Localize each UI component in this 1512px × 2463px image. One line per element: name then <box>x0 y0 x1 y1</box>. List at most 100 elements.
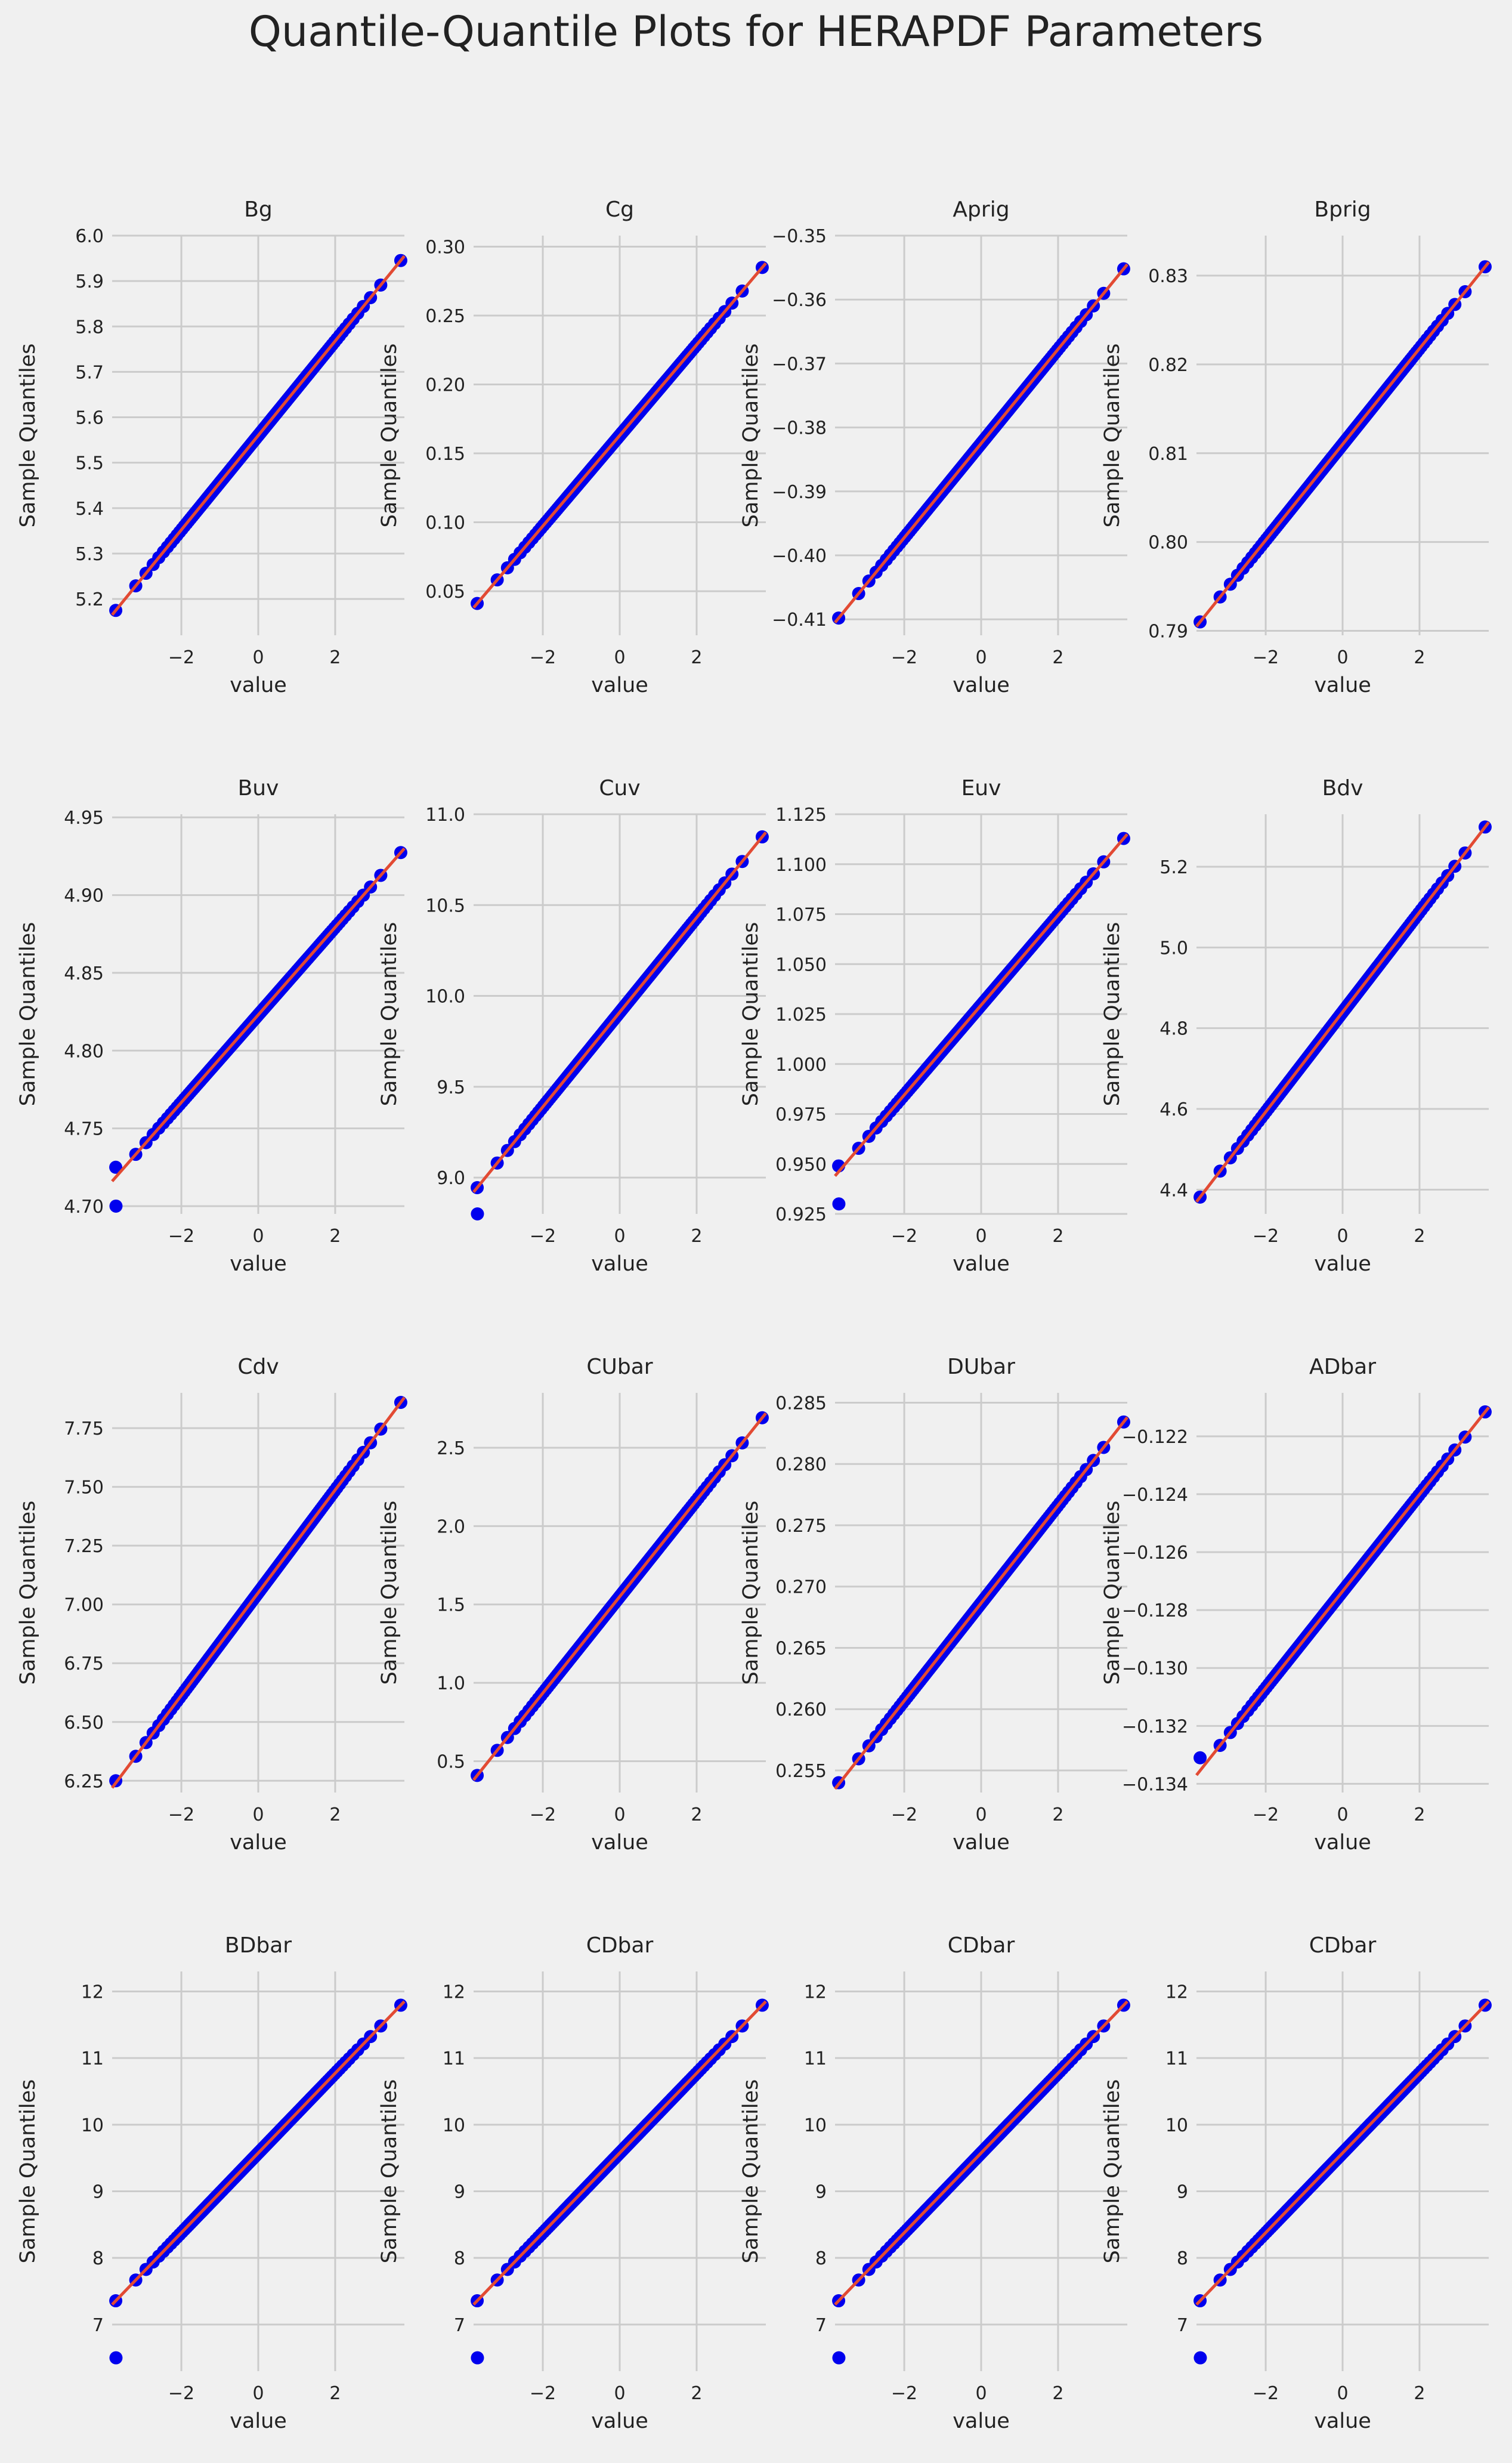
reference-line <box>111 255 406 616</box>
y-tick-label: 5.6 <box>75 408 104 429</box>
y-tick-label: 0.15 <box>425 444 465 465</box>
y-tick-label: 4.95 <box>64 808 104 829</box>
x-tick-label: 0 <box>614 647 625 668</box>
reference-line <box>472 2000 767 2306</box>
y-axis-label: Sample Quantiles <box>378 344 401 528</box>
y-tick-label: −0.130 <box>1122 1658 1188 1679</box>
subplot-title: CDbar <box>586 1933 654 1958</box>
x-tick-label: −2 <box>891 647 917 668</box>
x-tick-label: 0 <box>1337 2383 1348 2404</box>
x-tick-label: 2 <box>691 1804 702 1825</box>
y-tick-label: 5.7 <box>75 362 104 383</box>
reference-line <box>834 263 1128 624</box>
y-tick-label: 0.5 <box>437 1751 465 1772</box>
subplot-title: Buv <box>238 776 279 801</box>
y-tick-label: 5.5 <box>75 453 104 474</box>
qq-subplot-cdv: −2 0 2 6.25 6.50 6.75 7.00 7.25 7.50 7.75 Cdv value… <box>16 1355 407 1855</box>
x-axis-label: value <box>953 2409 1010 2433</box>
y-tick-label: 0.270 <box>775 1577 827 1598</box>
y-tick-label: 7.25 <box>64 1536 104 1557</box>
y-tick-label: −0.35 <box>772 226 827 247</box>
y-tick-label: 0.82 <box>1148 355 1188 376</box>
qq-subplot-cubar: −2 0 2 0.5 1.0 1.5 2.0 2.5 CUbar value Sample Quan… <box>378 1355 769 1855</box>
y-tick-label: 5.0 <box>1159 938 1188 959</box>
y-tick-label: 6.25 <box>64 1771 104 1792</box>
x-tick-label: 0 <box>975 647 987 668</box>
x-tick-label: 0 <box>975 1804 987 1825</box>
y-axis-label: Sample Quantiles <box>378 922 401 1107</box>
y-tick-label: 9 <box>454 2182 465 2203</box>
y-tick-label: 4.85 <box>64 963 104 984</box>
y-tick-label: 11 <box>804 2048 827 2069</box>
y-tick-label: 5.2 <box>75 589 104 610</box>
outlier-point <box>109 1199 123 1213</box>
y-tick-label: −0.126 <box>1122 1543 1188 1563</box>
y-tick-label: 11 <box>1165 2048 1188 2069</box>
subplot-title: CDbar <box>948 1933 1015 1958</box>
x-tick-label: 2 <box>329 2383 341 2404</box>
x-tick-label: 2 <box>1052 647 1063 668</box>
subplot-title: CDbar <box>1309 1933 1377 1958</box>
x-tick-label: 2 <box>691 1226 702 1247</box>
y-tick-label: 10 <box>81 2115 104 2136</box>
y-tick-label: 7.00 <box>64 1595 104 1616</box>
y-axis-label: Sample Quantiles <box>16 344 40 528</box>
y-tick-label: 7 <box>815 2315 827 2336</box>
x-tick-label: 2 <box>329 1226 341 1247</box>
subplot-title: ADbar <box>1309 1355 1376 1379</box>
x-tick-label: 0 <box>252 1804 264 1825</box>
y-tick-label: 1.000 <box>775 1055 827 1076</box>
x-tick-label: 0 <box>614 2383 625 2404</box>
y-tick-label: −0.122 <box>1122 1427 1188 1448</box>
y-tick-label: 8 <box>454 2248 465 2269</box>
x-tick-label: 2 <box>1414 2383 1425 2404</box>
y-tick-label: 7 <box>1177 2315 1188 2336</box>
x-tick-label: −2 <box>1253 2383 1279 2404</box>
y-tick-label: −0.128 <box>1122 1600 1188 1621</box>
y-tick-label: 9.0 <box>437 1168 465 1189</box>
y-tick-label: 12 <box>1165 1982 1188 2003</box>
qq-subplot-cuv: −2 0 2 9.0 9.5 10.0 10.5 11.0 Cuv value Sample Qua… <box>378 776 769 1276</box>
y-tick-label: 1.100 <box>775 855 827 876</box>
x-tick-label: −2 <box>168 647 194 668</box>
y-axis-label: Sample Quantiles <box>16 1501 40 1685</box>
x-tick-label: −2 <box>1253 1226 1279 1247</box>
x-axis-label: value <box>230 2409 287 2433</box>
x-tick-label: 2 <box>1052 2383 1063 2404</box>
reference-line <box>834 2000 1128 2306</box>
x-tick-label: 0 <box>252 1226 264 1247</box>
x-tick-label: 0 <box>1337 647 1348 668</box>
x-tick-label: 0 <box>252 647 264 668</box>
y-tick-label: 12 <box>443 1982 465 2003</box>
y-tick-label: 12 <box>804 1982 827 2003</box>
outlier-point <box>109 2351 123 2365</box>
y-tick-label: 9 <box>1177 2182 1188 2203</box>
sample-point <box>1193 1751 1207 1764</box>
x-tick-label: 2 <box>691 647 702 668</box>
y-tick-label: 7 <box>92 2315 104 2336</box>
y-axis-label: Sample Quantiles <box>16 2079 40 2264</box>
sample-point <box>109 1160 123 1174</box>
x-axis-label: value <box>591 2409 648 2433</box>
y-tick-label: 0.260 <box>775 1699 827 1720</box>
x-tick-label: −2 <box>530 1226 556 1247</box>
subplot-title: BDbar <box>225 1933 292 1958</box>
y-axis-label: Sample Quantiles <box>739 1501 763 1685</box>
subplot-title: Euv <box>961 776 1001 801</box>
qq-subplot-bg: −2 0 2 5.2 5.3 5.4 5.5 5.6 5.7 5.8 5.9 6.0 Bg value Sa… <box>16 197 407 697</box>
x-axis-label: value <box>230 1252 287 1276</box>
outlier-point <box>832 2351 846 2365</box>
y-tick-label: 6.0 <box>75 226 104 247</box>
y-tick-label: −0.134 <box>1122 1774 1188 1795</box>
subplot-title: CUbar <box>586 1355 653 1379</box>
y-axis-label: Sample Quantiles <box>1100 922 1124 1107</box>
y-tick-label: 9 <box>815 2182 827 2203</box>
x-tick-label: −2 <box>530 647 556 668</box>
y-tick-label: 10.0 <box>425 987 465 1008</box>
y-tick-label: 4.75 <box>64 1119 104 1140</box>
y-tick-label: 8 <box>815 2248 827 2269</box>
y-tick-label: 0.925 <box>775 1204 827 1225</box>
figure-title: Quantile-Quantile Plots for HERAPDF Para… <box>248 7 1264 56</box>
y-tick-label: 11 <box>81 2048 104 2069</box>
y-tick-label: 12 <box>81 1982 104 2003</box>
